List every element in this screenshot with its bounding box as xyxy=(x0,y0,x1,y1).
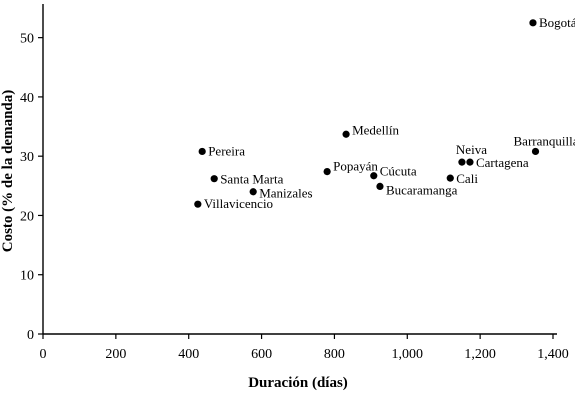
point-label: Neiva xyxy=(456,142,487,157)
x-tick-label: 1,000 xyxy=(392,347,424,362)
y-tick-label: 30 xyxy=(20,150,34,165)
data-point xyxy=(198,147,206,156)
data-point xyxy=(342,130,350,138)
axis-ticks: 0 200 400 600 800 1,000 1,200 1,400 0 10 20 30 40 50 xyxy=(20,32,569,362)
x-tick-label: 200 xyxy=(105,347,126,362)
point-label: Bogotá xyxy=(539,15,575,30)
point-label: Villavicencio xyxy=(204,196,273,211)
data-point xyxy=(466,158,474,166)
data-point xyxy=(529,19,537,27)
data-point xyxy=(323,167,331,176)
point-label: Cartagena xyxy=(476,155,529,170)
y-axis-title: Costo (% de la demanda) xyxy=(0,90,16,253)
y-tick-label: 0 xyxy=(27,328,34,343)
x-tick-label: 1,400 xyxy=(537,347,569,362)
y-tick-label: 50 xyxy=(20,32,34,47)
x-tick-label: 800 xyxy=(324,347,345,362)
y-tick-label: 10 xyxy=(20,269,34,284)
x-axis-title: Duración (días) xyxy=(248,375,348,391)
axes xyxy=(42,4,557,335)
data-point xyxy=(249,188,257,196)
data-point xyxy=(210,175,218,183)
data-point xyxy=(531,147,540,156)
x-tick-label: 0 xyxy=(40,347,47,362)
data-point xyxy=(194,200,202,208)
data-point xyxy=(458,158,466,166)
point-label: Bucaramanga xyxy=(386,182,458,197)
y-tick-label: 40 xyxy=(20,91,34,106)
point-label: Pereira xyxy=(208,143,245,158)
point-label: Popayán xyxy=(333,159,378,174)
x-tick-label: 400 xyxy=(178,347,199,362)
y-tick-label: 20 xyxy=(20,209,34,224)
data-point xyxy=(370,172,378,180)
point-label: Barranquilla xyxy=(514,133,575,148)
point-label: Cali xyxy=(456,171,478,186)
point-label: Manizales xyxy=(259,186,312,201)
data-point xyxy=(376,182,384,191)
point-label: Cúcuta xyxy=(380,164,417,179)
data-point xyxy=(446,174,454,182)
x-tick-label: 600 xyxy=(251,347,272,362)
x-tick-label: 1,200 xyxy=(464,347,496,362)
point-label: Santa Marta xyxy=(220,172,283,187)
point-label: Medellín xyxy=(352,122,399,137)
